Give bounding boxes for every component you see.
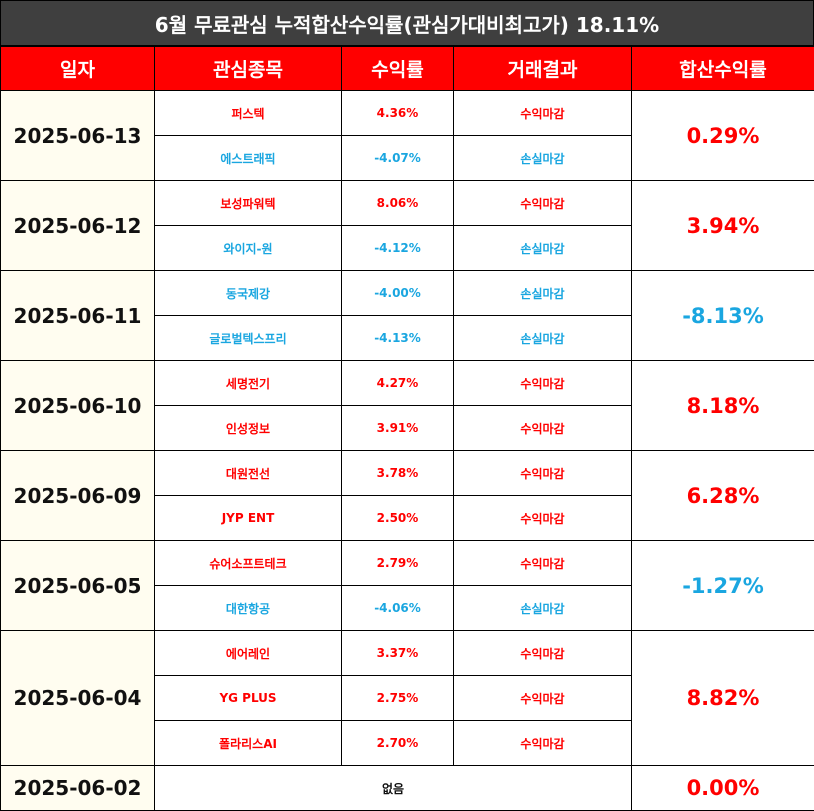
rate-cell: 3.78% (341, 450, 454, 496)
rate-cell: -4.00% (341, 270, 454, 316)
header-stock: 관심종목 (154, 46, 342, 91)
table-row: 2025-06-05 슈어소프트테크 2.79% 수익마감 -1.27% (0, 540, 814, 631)
returns-table: 일자 관심종목 수익률 거래결과 합산수익률 2025-06-13 퍼스텍 4.36… (0, 46, 814, 811)
date-cell: 2025-06-11 (0, 270, 155, 361)
no-picks-cell: 없음 (154, 765, 632, 811)
table-row: 2025-06-13 퍼스텍 4.36% 수익마감 0.29% (0, 90, 814, 181)
table-row: 2025-06-09 대원전선 3.78% 수익마감 6.28% (0, 450, 814, 541)
result-cell: 수익마감 (453, 90, 632, 136)
rate-cell: 3.91% (341, 405, 454, 451)
header-total: 합산수익률 (631, 46, 814, 91)
rate-cell: 8.06% (341, 180, 454, 226)
stock-name: 대원전선 (154, 450, 342, 496)
header-rate: 수익률 (341, 46, 454, 91)
rate-cell: 2.79% (341, 540, 454, 586)
date-cell: 2025-06-09 (0, 450, 155, 541)
rate-cell: -4.13% (341, 315, 454, 361)
total-cell: 6.28% (631, 450, 814, 541)
date-cell: 2025-06-04 (0, 630, 155, 766)
result-cell: 손실마감 (453, 315, 632, 361)
date-cell: 2025-06-02 (0, 765, 155, 811)
header-row: 일자 관심종목 수익률 거래결과 합산수익률 (0, 46, 814, 91)
stock-name: 와이지-원 (154, 225, 342, 271)
result-cell: 손실마감 (453, 135, 632, 181)
result-cell: 수익마감 (453, 495, 632, 541)
rate-cell: 2.50% (341, 495, 454, 541)
table-row: 2025-06-12 보성파워텍 8.06% 수익마감 3.94% (0, 180, 814, 271)
stock-name: 세명전기 (154, 360, 342, 406)
total-cell: 8.18% (631, 360, 814, 451)
date-cell: 2025-06-10 (0, 360, 155, 451)
table-row: 인성정보 3.91% 수익마감 (1, 405, 814, 451)
stock-name: 슈어소프트테크 (154, 540, 342, 586)
table-row: 글로벌텍스프리 -4.13% 손실마감 (1, 315, 814, 361)
rate-cell: 3.37% (341, 630, 454, 676)
rate-cell: -4.12% (341, 225, 454, 271)
header-result: 거래결과 (453, 46, 632, 91)
rate-cell: 2.75% (341, 675, 454, 721)
total-cell: -8.13% (631, 270, 814, 361)
result-cell: 손실마감 (453, 225, 632, 271)
table-row: 에스트래픽 -4.07% 손실마감 (1, 135, 814, 181)
total-cell: 8.82% (631, 630, 814, 766)
rate-cell: -4.07% (341, 135, 454, 181)
stock-name: YG PLUS (154, 675, 342, 721)
date-cell: 2025-06-12 (0, 180, 155, 271)
stock-name: 보성파워텍 (154, 180, 342, 226)
stock-name: 동국제강 (154, 270, 342, 316)
stock-name: 글로벌텍스프리 (154, 315, 342, 361)
table-row: 2025-06-11 동국제강 -4.00% 손실마감 -8.13% (0, 270, 814, 361)
stock-name: 퍼스텍 (154, 90, 342, 136)
result-cell: 수익마감 (453, 630, 632, 676)
table-row: YG PLUS 2.75% 수익마감 (1, 675, 814, 721)
rate-cell: -4.06% (341, 585, 454, 631)
stock-name: 에어레인 (154, 630, 342, 676)
table-row: 2025-06-02 없음 0.00% (0, 765, 814, 811)
total-cell: 0.00% (631, 765, 814, 811)
table-row: 폴라리스AI 2.70% 수익마감 (1, 720, 814, 766)
rate-cell: 2.70% (341, 720, 454, 766)
result-cell: 수익마감 (453, 360, 632, 406)
total-cell: 0.29% (631, 90, 814, 181)
total-cell: 3.94% (631, 180, 814, 271)
page-title: 6월 무료관심 누적합산수익률(관심가대비최고가) 18.11% (0, 0, 814, 46)
result-cell: 손실마감 (453, 585, 632, 631)
stock-name: 에스트래픽 (154, 135, 342, 181)
table-row: 와이지-원 -4.12% 손실마감 (1, 225, 814, 271)
result-cell: 수익마감 (453, 720, 632, 766)
table-body: 2025-06-13 퍼스텍 4.36% 수익마감 0.29% 에스트래픽 -4.07% 손실… (0, 90, 814, 811)
result-cell: 수익마감 (453, 450, 632, 496)
table-row: JYP ENT 2.50% 수익마감 (1, 495, 814, 541)
result-cell: 수익마감 (453, 180, 632, 226)
header-date: 일자 (0, 46, 155, 91)
rate-cell: 4.36% (341, 90, 454, 136)
date-cell: 2025-06-05 (0, 540, 155, 631)
result-cell: 수익마감 (453, 405, 632, 451)
stock-name: 대한항공 (154, 585, 342, 631)
result-cell: 손실마감 (453, 270, 632, 316)
stock-name: JYP ENT (154, 495, 342, 541)
table-row: 2025-06-10 세명전기 4.27% 수익마감 8.18% (0, 360, 814, 451)
stock-name: 인성정보 (154, 405, 342, 451)
result-cell: 수익마감 (453, 540, 632, 586)
table-row: 2025-06-04 에어레인 3.37% 수익마감 8.82% (0, 630, 814, 766)
stock-name: 폴라리스AI (154, 720, 342, 766)
table-row: 대한항공 -4.06% 손실마감 (1, 585, 814, 631)
total-cell: -1.27% (631, 540, 814, 631)
result-cell: 수익마감 (453, 675, 632, 721)
rate-cell: 4.27% (341, 360, 454, 406)
date-cell: 2025-06-13 (0, 90, 155, 181)
